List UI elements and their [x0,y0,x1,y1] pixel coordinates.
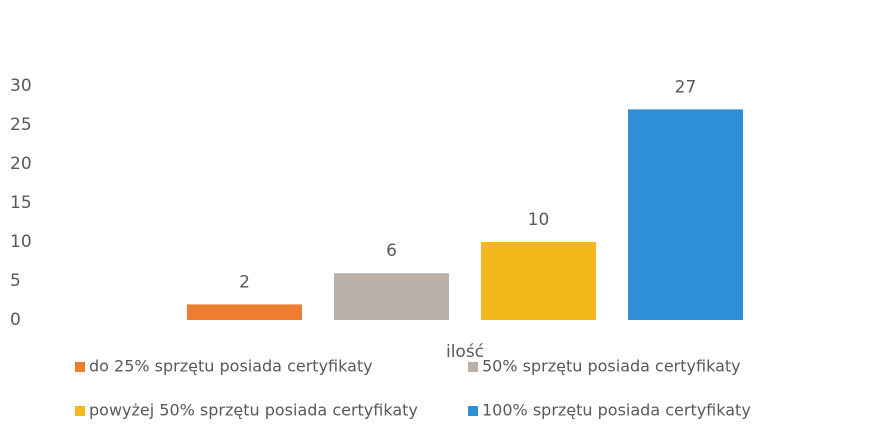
legend-label: 50% sprzętu posiada certyfikaty [482,357,741,376]
y-tick-label: 10 [10,232,32,252]
bar [187,304,302,320]
bar [334,273,449,320]
y-tick-label: 20 [10,154,32,174]
y-tick-label: 0 [10,310,21,330]
legend-swatch [75,362,85,372]
legend-swatch [468,362,478,372]
bar [628,109,743,321]
y-tick-label: 5 [10,271,21,291]
legend-swatch [75,406,85,416]
data-label: 10 [528,210,550,230]
legend-label: powyżej 50% sprzętu posiada certyfikaty [89,401,418,420]
x-tick-label: ilość [446,342,484,362]
y-tick-label: 30 [10,76,32,96]
legend-label: 100% sprzętu posiada certyfikaty [482,401,751,420]
data-label: 6 [386,241,397,261]
y-tick-label: 25 [10,115,32,135]
legend-swatch [468,406,478,416]
legend-label: do 25% sprzętu posiada certyfikaty [89,357,373,376]
data-label: 27 [675,77,697,97]
y-tick-label: 15 [10,193,32,213]
bar [481,242,596,320]
data-label: 2 [239,272,250,292]
